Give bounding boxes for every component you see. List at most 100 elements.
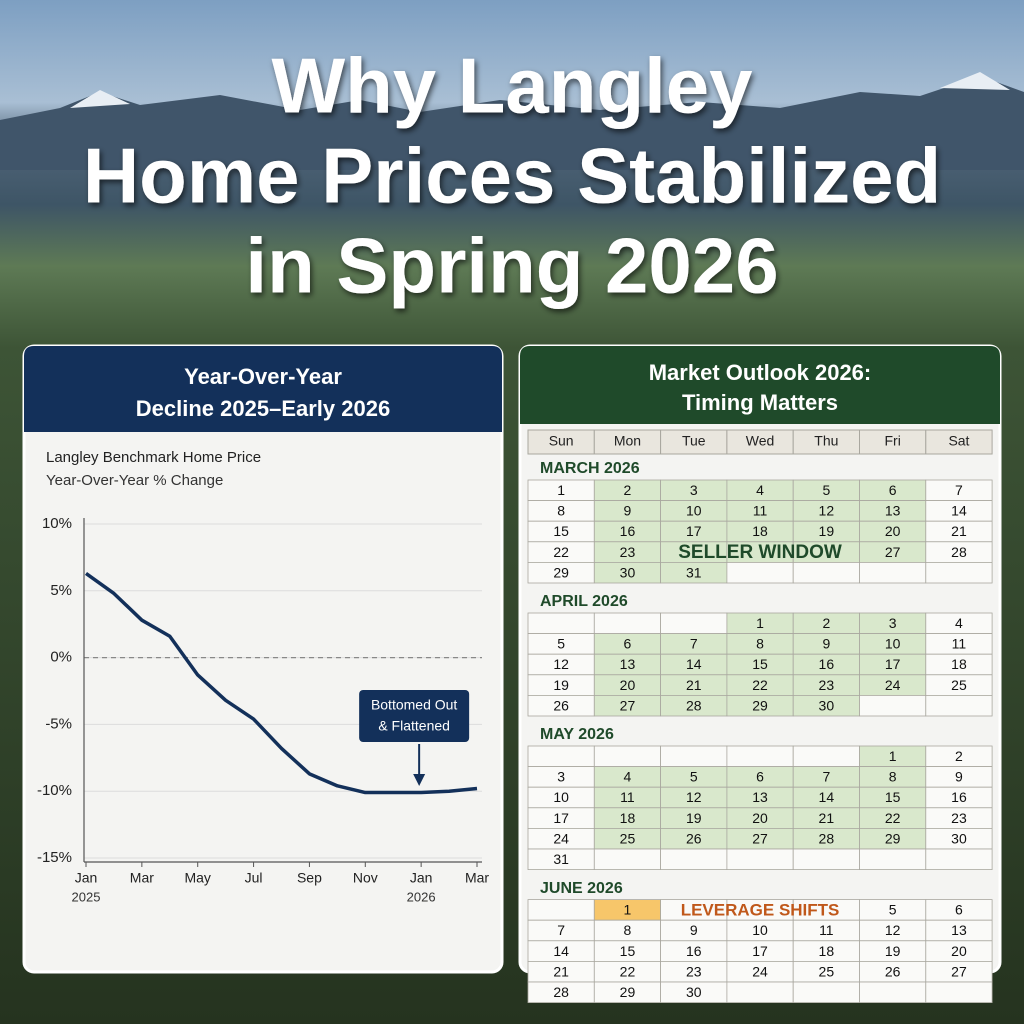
day-number: 16 bbox=[951, 789, 967, 805]
day-number: 17 bbox=[686, 523, 702, 539]
day-number: 20 bbox=[951, 943, 967, 959]
day-cell bbox=[859, 695, 927, 717]
day-number: 31 bbox=[686, 564, 702, 580]
day-number: 3 bbox=[557, 769, 565, 785]
day-number: 10 bbox=[686, 503, 702, 519]
weekday-label: Wed bbox=[746, 433, 775, 449]
day-cell bbox=[792, 745, 860, 768]
day-number: 6 bbox=[889, 482, 897, 498]
day-number: 8 bbox=[624, 922, 632, 938]
day-number: 28 bbox=[819, 830, 835, 846]
day-cell bbox=[660, 848, 728, 871]
day-cell bbox=[792, 981, 860, 1004]
day-number: 24 bbox=[885, 677, 901, 693]
day-number: 12 bbox=[885, 922, 901, 938]
day-number: 21 bbox=[686, 677, 702, 693]
y-tick-label: -15% bbox=[37, 849, 72, 866]
weekday-label: Sun bbox=[549, 433, 574, 449]
day-number: 19 bbox=[686, 810, 702, 826]
x-tick-label: May bbox=[184, 870, 210, 886]
title-line: Home Prices Stabilized bbox=[83, 132, 941, 220]
day-number: 23 bbox=[951, 810, 967, 826]
day-number: 12 bbox=[819, 503, 835, 519]
day-number: 7 bbox=[690, 636, 698, 652]
day-number: 17 bbox=[752, 943, 768, 959]
title-line: in Spring 2026 bbox=[245, 222, 778, 310]
day-number: 22 bbox=[553, 544, 569, 560]
day-number: 15 bbox=[620, 943, 636, 959]
y-tick-label: 0% bbox=[50, 649, 72, 666]
day-number: 1 bbox=[889, 748, 897, 764]
day-cell bbox=[925, 695, 993, 717]
chart-title: Decline 2025–Early 2026 bbox=[136, 396, 390, 421]
day-number: 14 bbox=[819, 789, 835, 805]
weekday-cell bbox=[527, 429, 595, 455]
day-number: 10 bbox=[752, 922, 768, 938]
day-number: 19 bbox=[553, 677, 569, 693]
day-number: 1 bbox=[557, 482, 565, 498]
day-number: 26 bbox=[885, 963, 901, 979]
day-number: 6 bbox=[624, 636, 632, 652]
y-tick-label: -10% bbox=[37, 782, 72, 799]
day-number: 10 bbox=[885, 636, 901, 652]
y-tick-label: -5% bbox=[45, 715, 72, 732]
weekday-label: Fri bbox=[884, 433, 900, 449]
day-number: 14 bbox=[951, 503, 967, 519]
price-line bbox=[84, 572, 478, 795]
day-number: 5 bbox=[557, 636, 565, 652]
day-number: 11 bbox=[819, 922, 834, 938]
day-cell bbox=[726, 981, 794, 1004]
day-cell bbox=[527, 612, 595, 635]
x-tick-label: Jan bbox=[75, 870, 98, 886]
day-number: 16 bbox=[686, 943, 702, 959]
day-number: 29 bbox=[620, 984, 636, 1000]
day-cell bbox=[792, 562, 860, 584]
day-number: 25 bbox=[951, 677, 967, 693]
calendar-title: Timing Matters bbox=[682, 390, 838, 415]
day-number: 27 bbox=[752, 830, 768, 846]
day-number: 26 bbox=[686, 830, 702, 846]
day-cell bbox=[593, 848, 661, 871]
day-cell bbox=[726, 562, 794, 584]
day-cell bbox=[859, 981, 927, 1004]
weekday-label: Sat bbox=[948, 433, 969, 449]
day-number: 20 bbox=[620, 677, 636, 693]
x-tick-label: Nov bbox=[353, 870, 378, 886]
day-number: 31 bbox=[553, 851, 569, 867]
day-number: 16 bbox=[819, 656, 835, 672]
calendar-title: Market Outlook 2026: bbox=[649, 360, 872, 385]
title-line: Why Langley bbox=[271, 42, 752, 130]
day-number: 8 bbox=[557, 503, 565, 519]
day-number: 4 bbox=[955, 615, 963, 631]
day-number: 18 bbox=[620, 810, 636, 826]
day-cell bbox=[527, 899, 595, 921]
day-number: 7 bbox=[822, 769, 830, 785]
leverage-shifts: LEVERAGE SHIFTS bbox=[681, 900, 840, 919]
weekday-label: Tue bbox=[682, 433, 706, 449]
day-number: 9 bbox=[624, 503, 632, 519]
day-number: 6 bbox=[756, 769, 764, 785]
day-number: 5 bbox=[889, 902, 897, 918]
day-number: 24 bbox=[752, 963, 768, 979]
day-number: 1 bbox=[756, 615, 764, 631]
day-cell bbox=[593, 745, 661, 768]
day-cell bbox=[660, 745, 728, 768]
day-number: 27 bbox=[885, 544, 901, 560]
day-number: 11 bbox=[620, 789, 635, 805]
day-number: 1 bbox=[624, 902, 632, 918]
day-number: 25 bbox=[819, 963, 835, 979]
weekday-label: Mon bbox=[614, 433, 641, 449]
day-number: 17 bbox=[885, 656, 901, 672]
day-number: 8 bbox=[756, 636, 764, 652]
day-number: 12 bbox=[686, 789, 702, 805]
day-number: 13 bbox=[951, 922, 967, 938]
seller-window: SELLER WINDOW bbox=[678, 542, 842, 563]
day-number: 23 bbox=[620, 544, 636, 560]
month-label: APRIL 2026 bbox=[540, 593, 628, 610]
weekday-cell bbox=[792, 429, 861, 455]
chart-subtitle: Year-Over-Year % Change bbox=[46, 472, 223, 489]
y-tick-label: 10% bbox=[42, 515, 72, 532]
day-number: 7 bbox=[557, 922, 565, 938]
